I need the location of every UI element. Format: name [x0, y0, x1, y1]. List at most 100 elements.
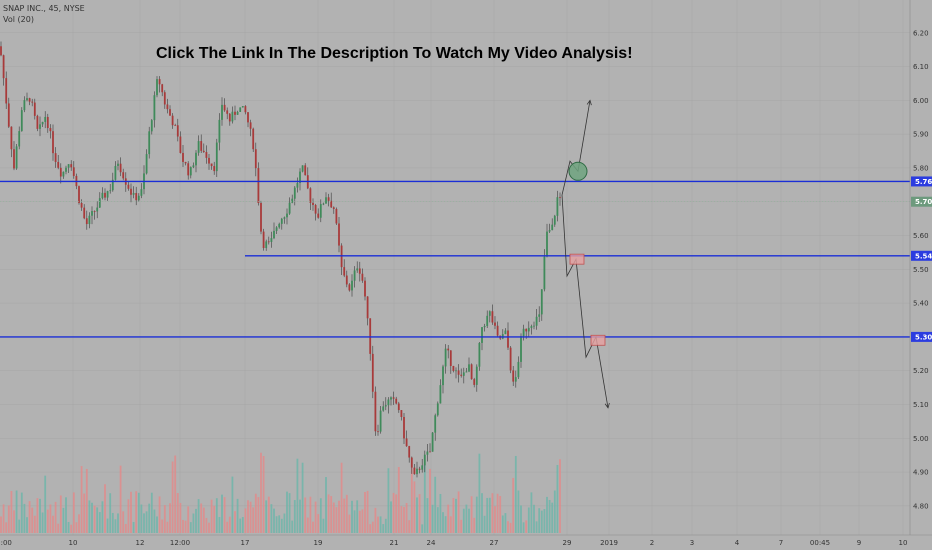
- candle-body: [132, 192, 135, 195]
- candle-body: [449, 350, 452, 366]
- candle-body: [57, 161, 60, 168]
- candle-body: [169, 109, 171, 116]
- volume-bar: [192, 513, 195, 533]
- candle-body: [78, 186, 80, 203]
- candle-body: [192, 165, 195, 168]
- candle-body: [314, 204, 317, 214]
- candle-body: [182, 152, 184, 162]
- volume-bar: [429, 468, 431, 533]
- candle-body: [210, 163, 213, 167]
- candle-body: [522, 328, 525, 337]
- time-ticks: 2:00 10 12 12:00 17 19 21 24 27 29 2019 2 3 4 7 00:45 9 1…: [0, 539, 907, 547]
- price-tick-label: 5.60: [913, 232, 929, 240]
- candle-body: [540, 289, 543, 315]
- volume-bar: [104, 484, 106, 533]
- candle-body: [148, 131, 151, 155]
- target-circle-marker: [568, 161, 588, 181]
- candle-body: [319, 204, 322, 218]
- candle-body: [343, 267, 346, 276]
- price-tags: 5.76 5.54 5.30 5.70: [911, 176, 932, 342]
- time-tick-label: 24: [427, 539, 436, 547]
- candle-body: [325, 197, 327, 204]
- candle-body: [218, 119, 221, 143]
- candle-body: [403, 416, 405, 439]
- candle-body: [161, 84, 164, 93]
- candle-body: [470, 364, 473, 380]
- volume-bar: [252, 507, 255, 533]
- candle-body: [197, 141, 200, 153]
- volume-bar: [413, 481, 416, 533]
- time-tick-label: 10: [69, 539, 78, 547]
- volume-bar: [509, 522, 512, 533]
- volume-bar: [356, 500, 359, 533]
- candle-body: [85, 218, 88, 225]
- volume-bar: [135, 491, 138, 533]
- candle-body: [475, 366, 478, 385]
- volume-bar: [374, 507, 377, 533]
- volume-bar: [392, 492, 395, 533]
- volume-bar: [364, 491, 366, 533]
- volume-bar: [548, 499, 551, 533]
- candle-body: [101, 192, 104, 199]
- volume-indicator-label[interactable]: Vol (20): [3, 15, 34, 24]
- volume-bar: [205, 517, 208, 533]
- candle-body: [431, 432, 434, 452]
- volume-bar: [5, 522, 8, 533]
- volume-bar: [7, 505, 10, 533]
- volume-bar: [117, 513, 119, 533]
- volume-bar: [358, 510, 361, 533]
- volume-bar: [150, 492, 153, 533]
- volume-bar: [187, 506, 190, 533]
- candle-body: [283, 217, 286, 219]
- volume-bar: [145, 511, 148, 533]
- volume-bar: [397, 467, 400, 533]
- volume-bar: [431, 504, 434, 533]
- candle-body: [410, 457, 413, 468]
- volume-bar: [286, 491, 288, 533]
- candle-body: [236, 111, 239, 115]
- volume-bar: [462, 508, 465, 533]
- candle-body: [408, 446, 411, 458]
- candle-body: [296, 183, 299, 188]
- candle-body: [270, 238, 273, 242]
- volume-bar: [382, 524, 385, 533]
- candle-body: [468, 364, 470, 372]
- volume-bar: [161, 519, 164, 533]
- volume-bar: [309, 496, 312, 533]
- candle-body: [429, 451, 431, 453]
- volume-bar: [559, 459, 561, 533]
- volume-bar: [507, 521, 509, 533]
- candle-body: [457, 370, 460, 375]
- candle-body: [228, 113, 231, 122]
- projection-arrowhead: [604, 402, 610, 409]
- candle-body: [31, 101, 34, 103]
- volume-bar: [114, 519, 117, 533]
- candle-body: [483, 325, 486, 328]
- symbol-title: SNAP INC., 45, NYSE: [3, 4, 85, 13]
- candle-body: [247, 112, 249, 123]
- markers[interactable]: [568, 161, 606, 346]
- candle-body: [265, 241, 268, 249]
- candle-body: [312, 202, 314, 205]
- candle-body: [418, 468, 421, 470]
- price-scale[interactable]: [910, 0, 932, 535]
- candle-body: [137, 195, 140, 201]
- volume-bar: [366, 490, 369, 533]
- candle-body: [405, 438, 408, 447]
- candle-body: [111, 179, 114, 191]
- volume-bar: [338, 500, 340, 533]
- volume-bar: [486, 497, 489, 533]
- volume-bar: [416, 497, 418, 533]
- candle-body: [156, 79, 158, 96]
- candle-body: [356, 268, 359, 271]
- candle-body: [452, 365, 455, 371]
- time-scale[interactable]: [0, 535, 932, 550]
- candle-body: [257, 168, 260, 203]
- volume-bar: [213, 505, 216, 533]
- candle-body: [179, 136, 182, 153]
- volume-bar: [439, 493, 442, 533]
- candle-body: [481, 327, 483, 343]
- volume-bar: [80, 466, 83, 533]
- level-price-tag: [911, 176, 932, 187]
